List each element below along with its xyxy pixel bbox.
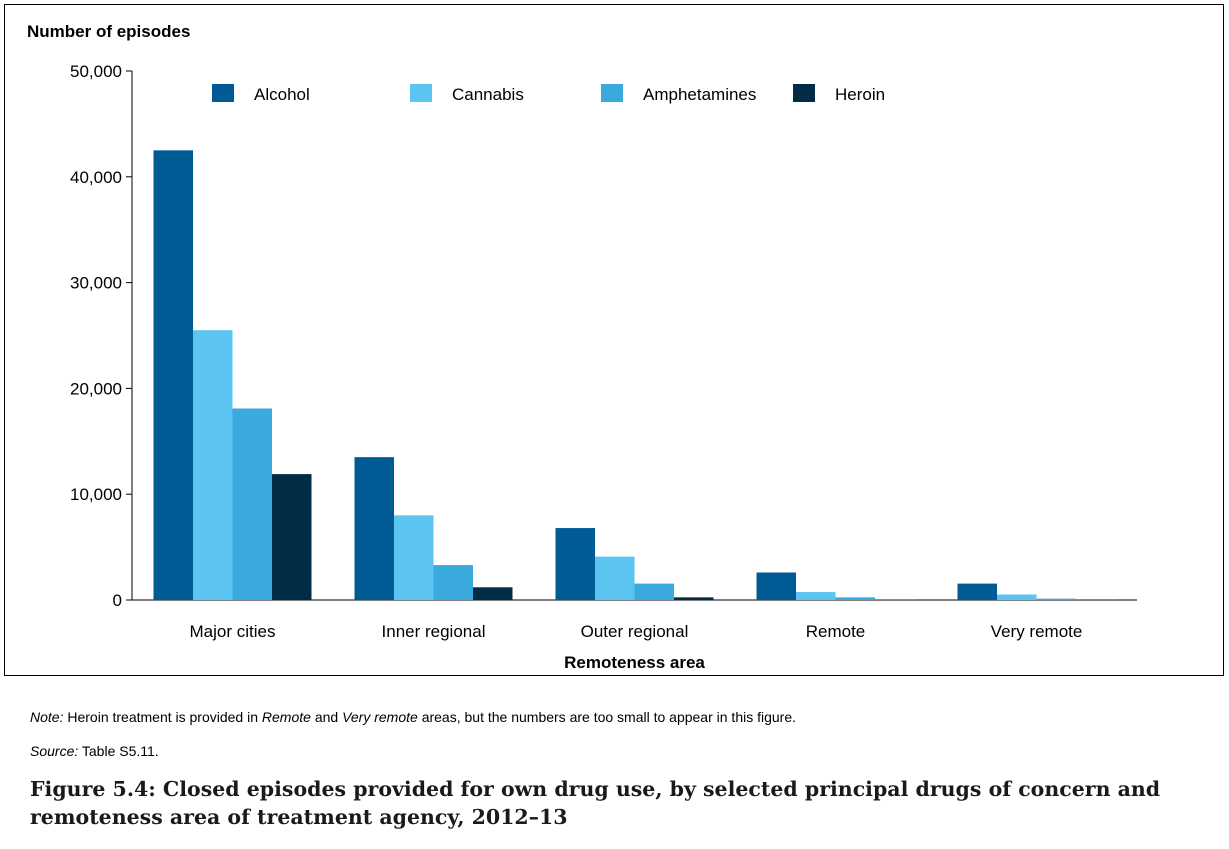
legend-swatch-amphetamines: [601, 84, 623, 102]
bar-alcohol-major-cities: [153, 150, 193, 600]
bar-cannabis-inner-regional: [394, 515, 434, 600]
bar-heroin-outer-regional: [674, 597, 714, 600]
note-remote: Remote: [261, 709, 311, 725]
note-very-remote: Very remote: [342, 709, 418, 725]
bar-alcohol-outer-regional: [555, 528, 595, 600]
y-tick-label: 10,000: [70, 485, 122, 504]
x-axis-title: Remoteness area: [564, 653, 705, 672]
bar-amphetamines-remote: [835, 597, 875, 600]
chart-frame: Number of episodes 0 10,000 20,000 30,000 40,…: [4, 4, 1224, 676]
legend-label-amphetamines: Amphetamines: [643, 85, 756, 104]
x-tick-label: Remote: [806, 622, 866, 641]
note-and: and: [310, 709, 343, 725]
legend-label-alcohol: Alcohol: [254, 85, 310, 104]
bar-heroin-major-cities: [272, 474, 312, 600]
bar-alcohol-very-remote: [957, 583, 997, 600]
note-prefix: Note:: [30, 709, 64, 725]
bar-alcohol-remote: [756, 572, 796, 600]
source-text: Table S5.11.: [78, 743, 159, 759]
legend-swatch-heroin: [793, 84, 815, 102]
legend-swatch-alcohol: [212, 84, 234, 102]
source-prefix: Source:: [30, 743, 79, 759]
source-line: Source: Table S5.11.: [30, 743, 159, 759]
y-tick-label: 0: [113, 591, 122, 610]
note-text-2: areas, but the numbers are too small to …: [417, 709, 797, 725]
figure-caption: Figure 5.4: Closed episodes provided for…: [30, 777, 1161, 829]
legend-label-heroin: Heroin: [835, 85, 885, 104]
bar-amphetamines-major-cities: [232, 408, 272, 600]
y-tick-label: 50,000: [70, 62, 122, 81]
bar-amphetamines-very-remote: [1036, 598, 1076, 600]
x-tick-label: Outer regional: [581, 622, 689, 641]
note-line: Note: Heroin treatment is provided in Re…: [30, 709, 796, 725]
bar-amphetamines-outer-regional: [634, 583, 674, 600]
x-tick-label: Major cities: [190, 622, 276, 641]
bar-alcohol-inner-regional: [354, 457, 394, 600]
y-axis-title: Number of episodes: [27, 22, 190, 41]
bar-heroin-inner-regional: [473, 587, 513, 600]
legend-swatch-cannabis: [410, 84, 432, 102]
y-tick-label: 40,000: [70, 168, 122, 187]
x-tick-label: Very remote: [991, 622, 1083, 641]
y-tick-label: 30,000: [70, 274, 122, 293]
bar-chart: Number of episodes 0 10,000 20,000 30,000 40,…: [27, 22, 1137, 672]
bar-cannabis-major-cities: [193, 330, 233, 600]
bar-cannabis-very-remote: [997, 594, 1037, 600]
legend-label-cannabis: Cannabis: [452, 85, 524, 104]
x-tick-label: Inner regional: [382, 622, 486, 641]
bar-cannabis-outer-regional: [595, 556, 635, 600]
y-tick-label: 20,000: [70, 379, 122, 398]
note-text-1: Heroin treatment is provided in: [63, 709, 262, 725]
bar-amphetamines-inner-regional: [433, 565, 473, 600]
bar-cannabis-remote: [796, 592, 836, 600]
